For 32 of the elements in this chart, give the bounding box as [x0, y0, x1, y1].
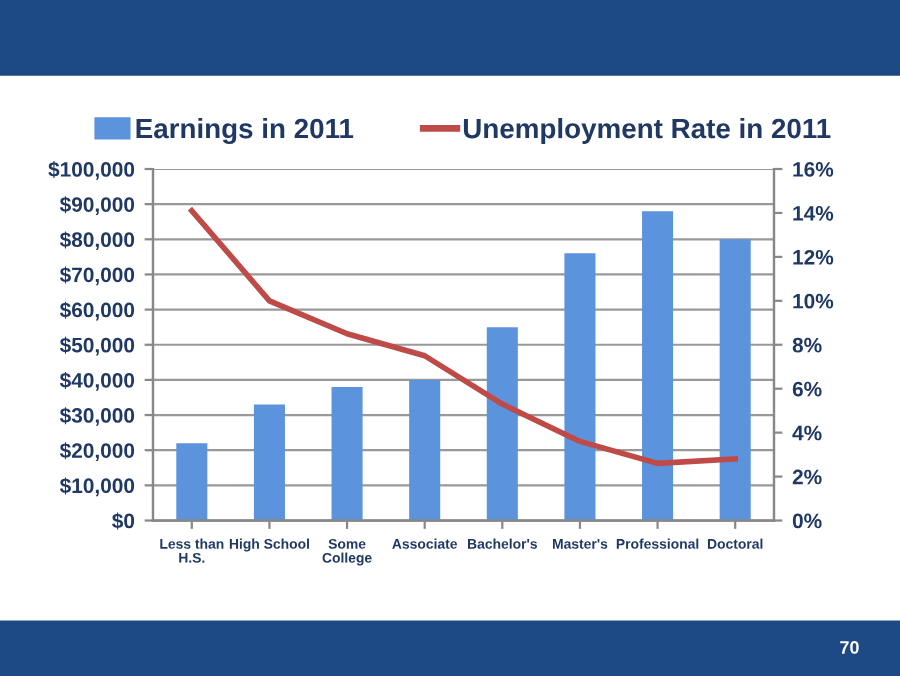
bar: [564, 253, 596, 521]
y2-tick-label: 6%: [792, 381, 822, 397]
bar: [642, 211, 674, 521]
y2-tick-label: 4%: [792, 425, 822, 441]
y-tick-label: $20,000: [59, 442, 135, 461]
y2-tick-label: 16%: [793, 162, 834, 177]
y-tick-label: $0: [112, 512, 135, 530]
bar: [719, 239, 751, 521]
y-tick-label: $10,000: [59, 477, 135, 497]
y-tick-label: $30,000: [59, 407, 135, 426]
y2-tick-label: 14%: [793, 205, 834, 221]
y2-tick-label: 8%: [792, 337, 822, 353]
y-tick-label: $40,000: [59, 372, 135, 391]
bar: [486, 327, 518, 521]
y-tick-label: $80,000: [59, 231, 135, 251]
bar: [331, 386, 363, 521]
y2-tick-label: 2%: [792, 469, 822, 485]
y-tick-label: $60,000: [59, 301, 135, 321]
line-series: [189, 207, 738, 467]
bar: [409, 379, 441, 521]
bar: [176, 443, 208, 521]
y-tick-label: $70,000: [59, 266, 135, 286]
y2-tick-label: 0%: [792, 513, 822, 529]
y2-tick-label: 12%: [793, 249, 834, 265]
bar: [253, 404, 285, 521]
y-tick-label: $50,000: [59, 336, 135, 356]
y-tick-label: $100,000: [48, 161, 135, 180]
legend-label: Earnings in 2011: [136, 117, 354, 144]
legend-label: Unemployment Rate in 2011: [463, 117, 831, 144]
y2-tick-label: 10%: [793, 293, 834, 309]
text: 70: [840, 641, 859, 654]
y-tick-label: $90,000: [59, 196, 135, 215]
